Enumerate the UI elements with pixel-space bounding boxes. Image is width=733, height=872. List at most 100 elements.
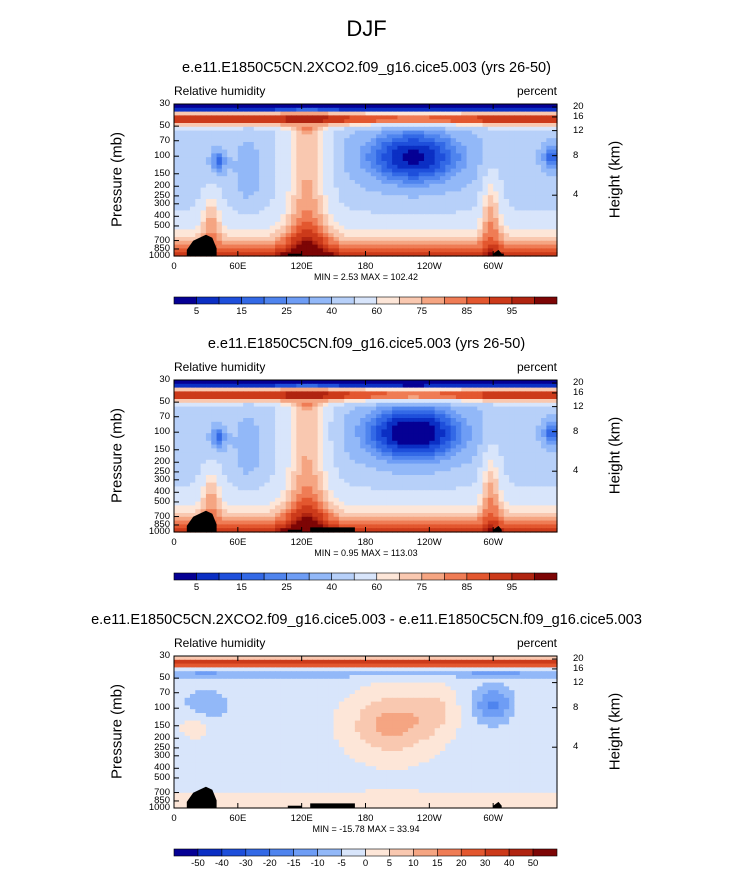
- field-cell: [232, 387, 239, 392]
- field-cell: [312, 134, 319, 139]
- field-cell: [509, 233, 516, 238]
- field-cell: [200, 391, 207, 396]
- field-cell: [477, 176, 484, 181]
- field-cell: [354, 456, 361, 461]
- field-cell: [471, 437, 478, 442]
- field-cell: [184, 387, 191, 392]
- field-cell: [232, 433, 239, 438]
- field-cell: [253, 202, 260, 208]
- field-cell: [546, 471, 553, 476]
- field-cell: [466, 444, 473, 449]
- field-cell: [525, 138, 531, 143]
- field-cell: [317, 452, 324, 457]
- field-cell: [530, 119, 537, 124]
- field-cell: [434, 463, 441, 468]
- field-cell: [259, 237, 266, 242]
- field-cell: [354, 471, 361, 476]
- field-cell: [482, 225, 489, 230]
- field-cell: [402, 111, 409, 116]
- field-cell: [482, 119, 489, 124]
- field-cell: [184, 229, 191, 234]
- field-cell: [381, 383, 388, 389]
- field-cell: [269, 142, 276, 147]
- field-cell: [535, 437, 542, 442]
- field-cell: [174, 225, 180, 230]
- field-cell: [232, 149, 239, 154]
- field-cell: [285, 218, 292, 223]
- field-cell: [275, 471, 281, 476]
- field-cell: [445, 395, 452, 400]
- field-cell: [322, 380, 329, 385]
- field-cell: [413, 482, 420, 487]
- field-cell: [402, 145, 409, 151]
- field-cell: [184, 221, 191, 227]
- field-cell: [370, 119, 377, 124]
- field-cell: [195, 395, 202, 400]
- field-cell: [275, 221, 281, 227]
- field-cell: [413, 421, 420, 427]
- field-cell: [413, 214, 420, 219]
- field-cell: [551, 448, 558, 453]
- field-cell: [205, 202, 212, 208]
- field-cell: [525, 187, 531, 192]
- field-cell: [519, 240, 526, 246]
- field-cell: [434, 406, 441, 411]
- field-cell: [370, 164, 377, 170]
- field-cell: [365, 383, 372, 389]
- field-cell: [370, 421, 377, 427]
- colorbar-swatch: [466, 296, 490, 305]
- field-cell: [541, 244, 547, 249]
- field-cell: [461, 433, 468, 438]
- field-cell: [397, 448, 404, 453]
- field-cell: [338, 395, 345, 400]
- field-cell: [498, 138, 505, 143]
- field-cell: [509, 210, 516, 215]
- field-cell: [519, 425, 526, 430]
- field-cell: [392, 478, 399, 484]
- field-cell: [381, 456, 388, 461]
- field-cell: [429, 229, 436, 234]
- field-cell: [424, 459, 430, 465]
- field-cell: [179, 119, 186, 124]
- field-cell: [408, 119, 414, 124]
- field-cell: [477, 467, 484, 472]
- field-cell: [455, 214, 462, 219]
- field-cell: [450, 183, 457, 189]
- field-cell: [392, 153, 399, 158]
- field-cell: [312, 119, 319, 124]
- field-cell: [525, 168, 531, 173]
- field-cell: [487, 421, 494, 427]
- field-cell: [429, 168, 436, 173]
- field-cell: [471, 237, 478, 242]
- field-cell: [413, 444, 420, 449]
- field-cell: [487, 172, 494, 177]
- field-cell: [546, 244, 553, 249]
- field-cell: [296, 418, 303, 423]
- field-cell: [413, 134, 420, 139]
- field-cell: [280, 142, 287, 147]
- field-cell: [466, 406, 473, 411]
- field-cell: [541, 467, 547, 472]
- field-cell: [530, 115, 537, 120]
- field-cell: [445, 210, 452, 215]
- field-cell: [306, 387, 313, 392]
- field-cell: [285, 183, 292, 189]
- field-cell: [450, 380, 457, 385]
- field-cell: [530, 248, 537, 253]
- field-cell: [519, 414, 526, 419]
- field-cell: [493, 210, 500, 215]
- field-cell: [424, 115, 430, 120]
- field-cell: [232, 206, 239, 211]
- field-cell: [184, 214, 191, 219]
- field-cell: [471, 402, 478, 408]
- field-cell: [487, 395, 494, 400]
- field-cell: [344, 161, 351, 166]
- field-cell: [487, 168, 494, 173]
- field-cell: [349, 138, 356, 143]
- field-cell: [509, 410, 516, 415]
- field-cell: [328, 164, 335, 170]
- field-cell: [535, 237, 542, 242]
- field-cell: [461, 214, 468, 219]
- field-cell: [179, 252, 186, 257]
- field-cell: [413, 248, 420, 253]
